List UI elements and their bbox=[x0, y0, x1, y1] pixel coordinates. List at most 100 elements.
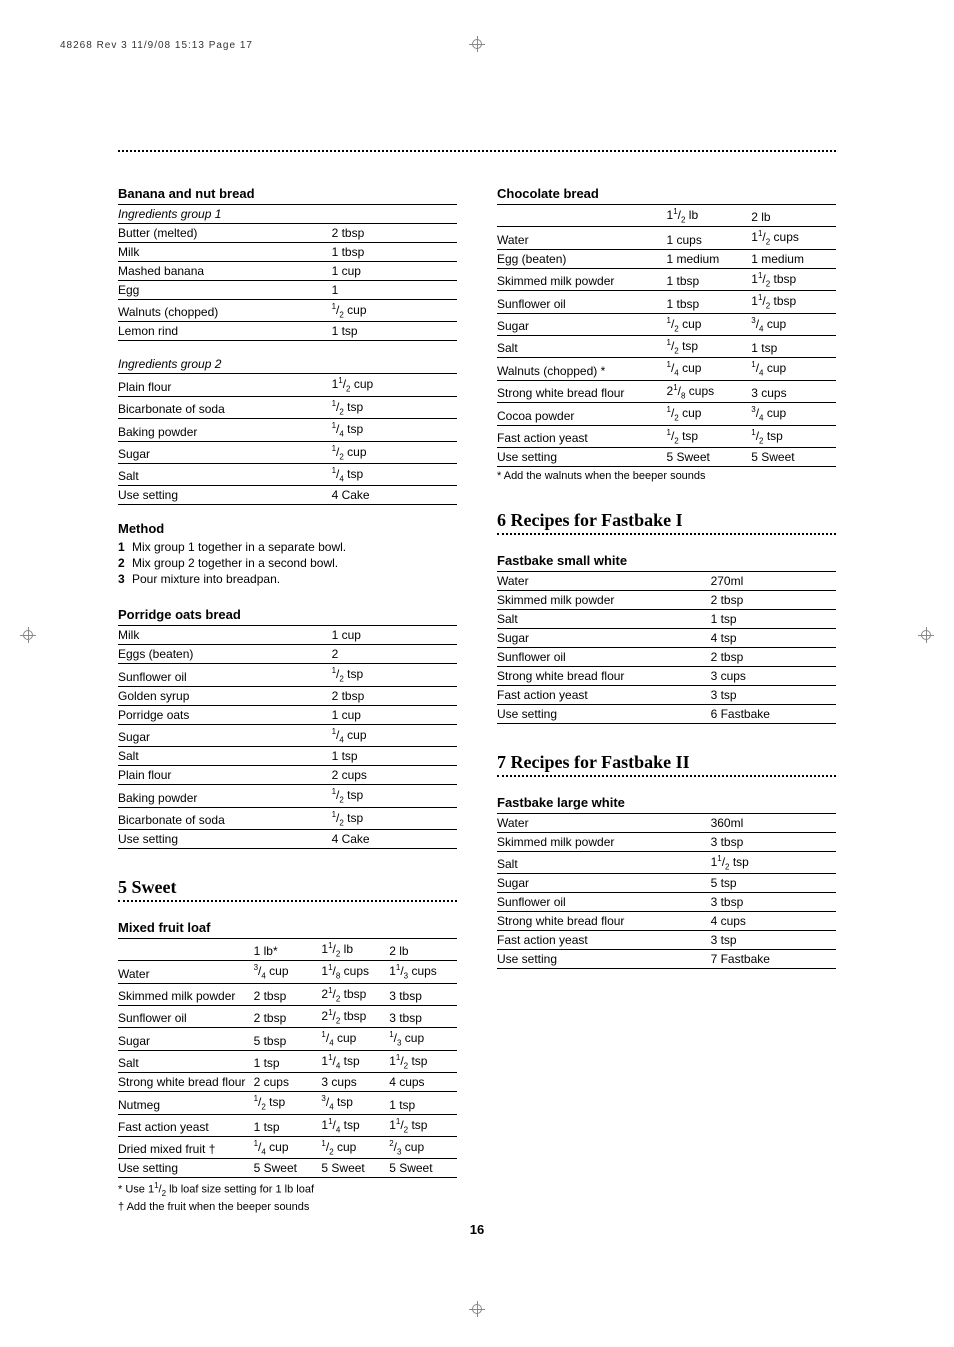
ingredient-amount: 1 cup bbox=[332, 626, 457, 645]
ingredient-amount: 2 tbsp bbox=[254, 1006, 322, 1028]
recipe-title: Chocolate bread bbox=[497, 186, 836, 201]
ingredient-name: Water bbox=[118, 961, 254, 983]
ingredient-name: Sunflower oil bbox=[497, 647, 711, 666]
ingredients-table: 11/2 lb2 lb Water1 cups11/2 cupsEgg (bea… bbox=[497, 204, 836, 467]
ingredient-amount: 1/2 tsp bbox=[332, 396, 457, 418]
ingredient-amount: 11/8 cups bbox=[321, 961, 389, 983]
ingredient-name: Use setting bbox=[497, 447, 667, 466]
ingredient-amount: 7 Fastbake bbox=[711, 950, 836, 969]
ingredient-amount: 1/4 cup bbox=[667, 358, 752, 380]
column-header: 2 lb bbox=[751, 205, 836, 227]
ingredient-amount: 1/2 cup bbox=[667, 403, 752, 425]
ingredient-amount: 1 tsp bbox=[254, 1050, 322, 1072]
ingredient-name: Milk bbox=[118, 626, 332, 645]
ingredient-name: Fast action yeast bbox=[497, 685, 711, 704]
method-step: 3Pour mixture into breadpan. bbox=[118, 571, 457, 587]
ingredient-amount: 1 tsp bbox=[332, 322, 457, 341]
ingredient-amount: 1/4 tsp bbox=[332, 463, 457, 485]
ingredient-amount: 5 Sweet bbox=[667, 447, 752, 466]
ingredient-row: Walnuts (chopped) *1/4 cup1/4 cup bbox=[497, 358, 836, 380]
ingredient-name: Skimmed milk powder bbox=[497, 590, 711, 609]
registration-mark-top bbox=[469, 36, 485, 52]
ingredient-name: Strong white bread flour bbox=[497, 380, 667, 402]
ingredient-row: Sunflower oil2 tbsp21/2 tbsp3 tbsp bbox=[118, 1006, 457, 1028]
ingredient-amount: 2 cups bbox=[332, 766, 457, 785]
ingredient-name: Sugar bbox=[118, 1028, 254, 1050]
ingredient-row: Sunflower oil3 tbsp bbox=[497, 893, 836, 912]
ingredient-row: Skimmed milk powder2 tbsp21/2 tbsp3 tbsp bbox=[118, 983, 457, 1005]
ingredient-row: Salt11/2 tsp bbox=[497, 851, 836, 873]
ingredient-row: Skimmed milk powder2 tbsp bbox=[497, 590, 836, 609]
ingredient-name: Sunflower oil bbox=[118, 664, 332, 686]
ingredient-amount: 4 cups bbox=[389, 1073, 457, 1092]
ingredient-amount: 11/4 tsp bbox=[321, 1114, 389, 1136]
registration-mark-bottom bbox=[469, 1301, 485, 1317]
ingredient-row: Water3/4 cup11/8 cups11/3 cups bbox=[118, 961, 457, 983]
ingredient-amount: 1 medium bbox=[667, 249, 752, 268]
ingredient-amount: 21/2 tbsp bbox=[321, 983, 389, 1005]
ingredient-row: Nutmeg1/2 tsp3/4 tsp1 tsp bbox=[118, 1092, 457, 1114]
ingredient-amount: 1/2 cup bbox=[667, 313, 752, 335]
ingredient-row: Sunflower oil2 tbsp bbox=[497, 647, 836, 666]
ingredient-row: Salt1 tsp bbox=[497, 609, 836, 628]
recipe-title: Fastbake large white bbox=[497, 795, 836, 810]
ingredient-name: Walnuts (chopped) * bbox=[497, 358, 667, 380]
ingredient-name: Butter (melted) bbox=[118, 224, 332, 243]
ingredients-table: Water270mlSkimmed milk powder2 tbspSalt1… bbox=[497, 571, 836, 724]
section-heading: 7 Recipes for Fastbake II bbox=[497, 752, 836, 777]
ingredient-row: Strong white bread flour4 cups bbox=[497, 912, 836, 931]
ingredient-name: Nutmeg bbox=[118, 1092, 254, 1114]
ingredient-amount: 1 tsp bbox=[254, 1114, 322, 1136]
group-label: Ingredients group 2 bbox=[118, 355, 457, 374]
ingredient-name: Use setting bbox=[118, 1159, 254, 1178]
ingredient-row: Skimmed milk powder3 tbsp bbox=[497, 832, 836, 851]
page-content: Banana and nut bread Ingredients group 1… bbox=[118, 186, 836, 1213]
ingredient-amount: 1 cup bbox=[332, 262, 457, 281]
ingredient-amount: 3 cups bbox=[321, 1073, 389, 1092]
footnote: † Add the fruit when the beeper sounds bbox=[118, 1201, 457, 1213]
ingredient-amount: 1 medium bbox=[751, 249, 836, 268]
method-title: Method bbox=[118, 521, 457, 536]
ingredient-amount: 1 tbsp bbox=[667, 268, 752, 290]
ingredient-amount: 1/2 cup bbox=[332, 300, 457, 322]
ingredient-amount: 5 Sweet bbox=[389, 1159, 457, 1178]
ingredient-amount: 1/3 cup bbox=[389, 1028, 457, 1050]
ingredient-amount: 1/4 cup bbox=[751, 358, 836, 380]
ingredient-amount: 3 tsp bbox=[711, 931, 836, 950]
ingredient-row: Fast action yeast3 tsp bbox=[497, 931, 836, 950]
ingredient-row: Baking powder1/4 tsp bbox=[118, 419, 457, 441]
ingredient-name: Sunflower oil bbox=[118, 1006, 254, 1028]
ingredient-name: Salt bbox=[497, 851, 711, 873]
ingredient-name: Water bbox=[497, 227, 667, 249]
recipe-title: Banana and nut bread bbox=[118, 186, 457, 201]
left-column: Banana and nut bread Ingredients group 1… bbox=[118, 186, 457, 1213]
ingredient-name: Skimmed milk powder bbox=[118, 983, 254, 1005]
ingredient-row: Egg1 bbox=[118, 281, 457, 300]
ingredient-row: Plain flour11/2 cup bbox=[118, 374, 457, 396]
ingredient-name: Skimmed milk powder bbox=[497, 268, 667, 290]
recipe-title: Mixed fruit loaf bbox=[118, 920, 457, 935]
ingredient-amount: 1 tsp bbox=[751, 335, 836, 357]
ingredients-table: 1 lb*11/2 lb2 lb Water3/4 cup11/8 cups11… bbox=[118, 938, 457, 1179]
ingredient-amount: 1/2 cup bbox=[321, 1137, 389, 1159]
ingredient-amount: 2 tbsp bbox=[332, 686, 457, 705]
ingredient-amount: 1/4 cup bbox=[321, 1028, 389, 1050]
ingredient-amount: 1 tbsp bbox=[667, 291, 752, 313]
ingredient-amount: 4 Cake bbox=[332, 486, 457, 505]
ingredient-amount: 1/4 cup bbox=[332, 724, 457, 746]
ingredient-amount: 3/4 cup bbox=[751, 313, 836, 335]
ingredient-row: Sugar5 tsp bbox=[497, 874, 836, 893]
ingredient-row: Baking powder1/2 tsp bbox=[118, 785, 457, 807]
ingredient-name: Egg (beaten) bbox=[497, 249, 667, 268]
ingredient-amount: 5 Sweet bbox=[321, 1159, 389, 1178]
ingredient-name: Sugar bbox=[497, 874, 711, 893]
ingredient-amount: 11/2 cups bbox=[751, 227, 836, 249]
ingredient-amount: 11/2 tsp bbox=[711, 851, 836, 873]
ingredient-row: Golden syrup2 tbsp bbox=[118, 686, 457, 705]
ingredient-row: Mashed banana1 cup bbox=[118, 262, 457, 281]
method-list: 1Mix group 1 together in a separate bowl… bbox=[118, 539, 457, 587]
ingredient-row: Plain flour2 cups bbox=[118, 766, 457, 785]
ingredient-name: Sugar bbox=[497, 313, 667, 335]
ingredient-amount: 5 tsp bbox=[711, 874, 836, 893]
ingredient-amount: 3 tbsp bbox=[711, 893, 836, 912]
